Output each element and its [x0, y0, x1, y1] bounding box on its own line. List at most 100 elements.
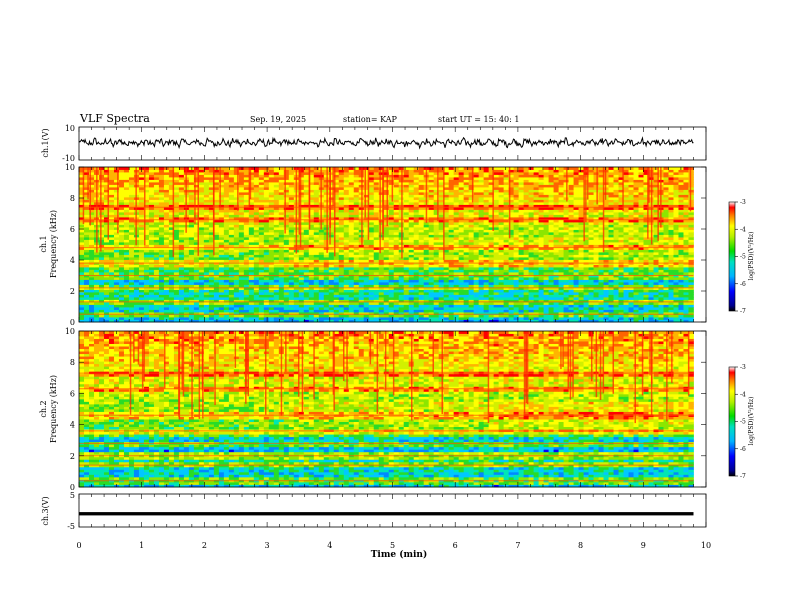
ch1-spectrogram-cell	[523, 237, 530, 240]
ch1-spectrogram-cell	[668, 224, 674, 228]
ch1-spectrogram-cell	[583, 279, 589, 283]
ch1-spectrogram-cell	[343, 244, 350, 248]
ch1-spectrogram-cell	[483, 252, 490, 255]
ch1-spectrogram-cell	[528, 304, 534, 308]
ch1-spectrogram-cell	[348, 277, 355, 280]
ch1-spectrogram-cell	[573, 259, 579, 263]
ch1-spectrogram-cell	[133, 302, 140, 305]
ch1-spectrogram-cell	[223, 232, 230, 235]
ch1-spectrogram-cell	[588, 294, 594, 298]
ch1-spectrogram-cell	[178, 239, 185, 243]
ch1-spectrogram-cell	[253, 289, 260, 293]
ch1-spectrogram-cell	[128, 227, 135, 230]
ch1-spectrogram-cell	[618, 252, 624, 255]
ch1-spectrogram-cell	[583, 304, 589, 308]
ch1-spectrogram-cell	[298, 237, 305, 240]
ch1-spectrogram-cell	[618, 232, 624, 235]
ch1-spectrogram-cell	[438, 232, 445, 235]
ch1-spectrogram-cell	[503, 294, 510, 298]
ch1-spectrogram-cell	[673, 224, 679, 228]
ch1-spectrogram-cell	[548, 254, 554, 258]
ch1-spectrogram-cell	[313, 227, 320, 230]
ch1-spectrogram-cell	[483, 312, 490, 315]
ch1-spectrogram-cell	[393, 302, 400, 305]
ch1-spectrogram-cell	[688, 242, 694, 245]
ch1-spectrogram-cell	[663, 297, 669, 300]
ch1-spectrogram-cell	[433, 257, 440, 260]
ch1-spectrogram-cell	[683, 244, 689, 248]
ch1-spectrogram-cell	[173, 314, 180, 318]
ch1-spectrogram-cell	[368, 319, 375, 323]
ch1-spectrogram-cell	[668, 302, 674, 305]
ch1-spectrogram-cell	[513, 317, 520, 320]
ch1-spectrogram-cell	[328, 287, 335, 290]
ch1-spectrogram-cell	[98, 292, 105, 295]
ch1-spectrogram-cell	[518, 302, 525, 305]
ch1-spectrogram-cell	[628, 309, 634, 313]
ch1-spectrogram-cell	[598, 252, 604, 255]
ch1-spectrogram-cell	[203, 319, 210, 323]
ch1-spectrogram-cell	[613, 249, 619, 253]
ch1-spectrogram-cell	[203, 247, 210, 250]
ch1-spectrogram-cell	[84, 292, 90, 295]
ch1-spectrogram-cell	[443, 224, 450, 228]
ch1-spectrogram-cell	[173, 304, 180, 308]
ch1-spectrogram-cell	[298, 289, 305, 293]
ch1-spectrogram-cell	[543, 237, 549, 240]
ch1-spectrogram-cell	[238, 312, 245, 315]
ch1-spectrogram-cell	[388, 299, 395, 303]
ch1-spectrogram-cell	[153, 292, 160, 295]
ch1-spectrogram-cell	[418, 232, 425, 235]
ch1-spectrogram-cell	[548, 239, 554, 243]
ch1-spectrogram-cell	[638, 247, 644, 250]
ch1-spectrogram-cell	[268, 252, 275, 255]
ch1-spectrogram-cell	[313, 292, 320, 295]
ch1-spectrogram-cell	[463, 314, 470, 318]
ch1-spectrogram-cell	[333, 269, 340, 273]
ch1-spectrogram-cell	[273, 234, 280, 238]
ch1-spectrogram-cell	[343, 282, 350, 285]
ch1-spectrogram-cell	[413, 227, 420, 230]
ch1-spectrogram-cell	[123, 304, 130, 308]
ch1-spectrogram-cell	[463, 252, 470, 255]
ch1-spectrogram-cell	[308, 302, 315, 305]
ch1-spectrogram-cell	[168, 294, 175, 298]
ch1-spectrogram-cell	[578, 287, 584, 290]
ch1-spectrogram-cell	[213, 269, 220, 273]
ch1-spectrogram-cell	[293, 269, 300, 273]
ch1-spectrogram-cell	[423, 259, 430, 263]
ch1-spectrogram-cell	[608, 312, 614, 315]
ch1-spectrogram-cell	[433, 224, 440, 228]
ch1-spectrogram-cell	[188, 304, 195, 308]
ch1-spectrogram-cell	[478, 294, 485, 298]
ch1-spectrogram-cell	[588, 287, 594, 290]
ch1-spectrogram-cell	[353, 222, 360, 225]
ch1-spectrogram-cell	[253, 292, 260, 295]
ch1-spectrogram-cell	[683, 317, 689, 320]
ch1-spectrogram-cell	[213, 289, 220, 293]
ch1-spectrogram-cell	[448, 232, 455, 235]
ch1-spectrogram-cell	[328, 237, 335, 240]
ch1-spectrogram-cell	[318, 284, 325, 288]
ch1-spectrogram-cell	[373, 259, 380, 263]
ch1-spectrogram-cell	[468, 289, 475, 293]
ch1-spectrogram-cell	[643, 287, 649, 290]
ch1-spectrogram-cell	[443, 264, 450, 268]
ch1-spectrogram-cell	[408, 277, 415, 280]
ch1-spectrogram-cell	[523, 272, 530, 275]
ch1-spectrogram-cell	[223, 222, 230, 225]
ch1-spectrogram-cell	[248, 267, 255, 270]
ch1-spectrogram-cell	[633, 252, 639, 255]
ch1-spectrogram-cell	[388, 264, 395, 268]
ch1-spectrogram-cell	[383, 279, 390, 283]
ch1-spectrogram-cell	[393, 244, 400, 248]
ch1-spectrogram-cell	[643, 239, 649, 243]
ch1-spectrogram-cell	[668, 229, 674, 233]
ch1-spectrogram-cell	[93, 272, 100, 275]
ch1-spectrogram-cell	[328, 252, 335, 255]
ch1-spectrogram-cell	[448, 237, 455, 240]
ch1-spectrogram-cell	[568, 269, 574, 273]
ch1-spectrogram-cell	[178, 252, 185, 255]
ch1-spectrogram-cell	[283, 222, 290, 225]
ch1-spectrogram-cell	[493, 312, 500, 315]
